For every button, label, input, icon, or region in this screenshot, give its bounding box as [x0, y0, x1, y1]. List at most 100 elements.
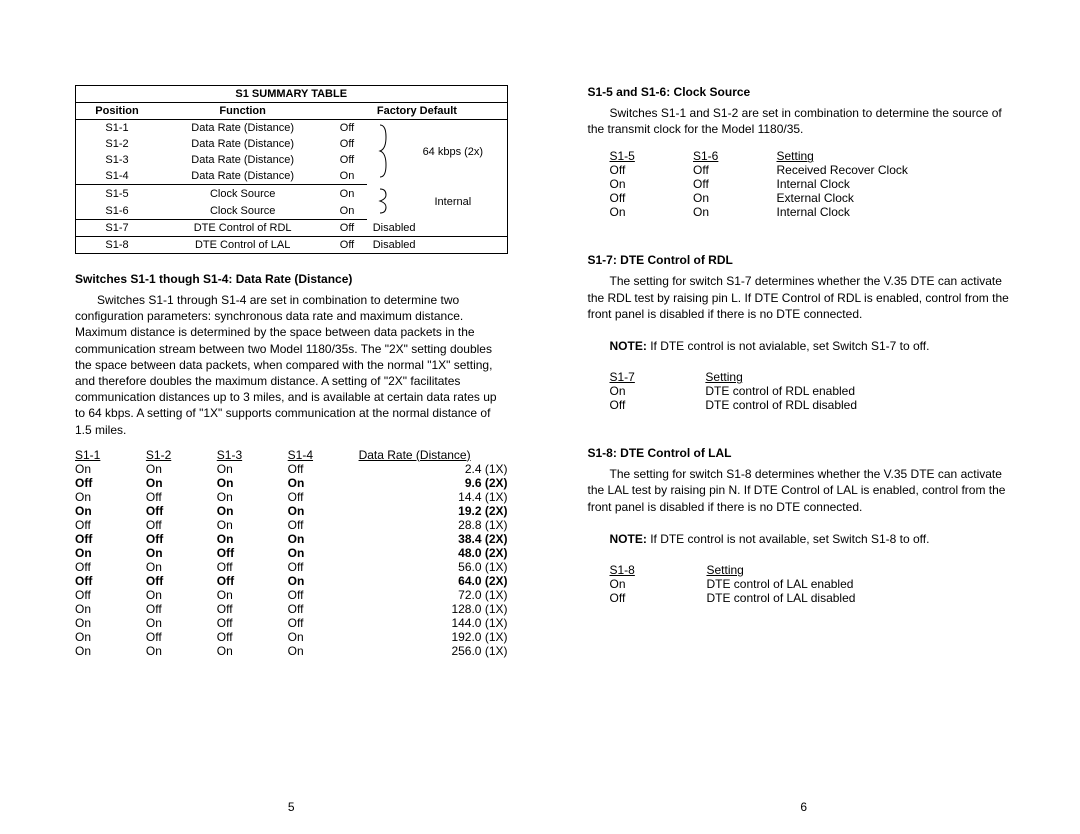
cell: Disabled	[367, 237, 507, 254]
table-row: OnOffOnOff14.4 (1X)	[75, 490, 508, 504]
hdr: S1-7	[610, 370, 706, 384]
cell: Disabled	[367, 220, 507, 237]
cell: Off	[217, 616, 288, 630]
table-row: OnOffOnOn19.2 (2X)	[75, 504, 508, 518]
cell: Off	[217, 560, 288, 574]
cell: Off	[288, 588, 359, 602]
hdr: Setting	[777, 149, 1021, 163]
sec1-para: Switches S1-1 through S1-4 are set in co…	[75, 292, 508, 438]
cell: Received Recover Clock	[777, 163, 1021, 177]
page-number-right: 6	[588, 770, 1021, 814]
cell: On	[217, 518, 288, 532]
cell: Clock Source	[158, 202, 327, 220]
cell: On	[146, 462, 217, 476]
cell: Off	[288, 616, 359, 630]
cell: DTE Control of RDL	[158, 220, 327, 237]
cell: On	[146, 616, 217, 630]
page-number-left: 5	[75, 770, 508, 814]
cell: Off	[146, 602, 217, 616]
cell: On	[288, 476, 359, 490]
table-row: OffOffOffOn64.0 (2X)	[75, 574, 508, 588]
table-row: OnOnOffOff144.0 (1X)	[75, 616, 508, 630]
cell: Off	[75, 518, 146, 532]
bracket-icon	[367, 185, 399, 220]
bracket-label: Internal	[399, 185, 507, 220]
cell: On	[693, 191, 777, 205]
cell: DTE control of LAL disabled	[706, 591, 1020, 605]
cell: On	[75, 546, 146, 560]
cell: 38.4 (2X)	[359, 532, 508, 546]
cell: On	[217, 476, 288, 490]
right-column: S1-5 and S1-6: Clock Source Switches S1-…	[548, 85, 1021, 814]
clock-table: S1-5 S1-6 Setting OffOffReceived Recover…	[610, 149, 1021, 219]
cell: Off	[146, 574, 217, 588]
rdl-note: NOTE: If DTE control is not avialable, s…	[610, 338, 1021, 354]
cell: DTE control of LAL enabled	[706, 577, 1020, 591]
lal-table: S1-8 Setting OnDTE control of LAL enable…	[610, 563, 1021, 605]
table-row: OffOnExternal Clock	[610, 191, 1021, 205]
cell: On	[217, 644, 288, 658]
cell: Off	[146, 504, 217, 518]
cell: S1-4	[76, 168, 158, 185]
cell: On	[217, 532, 288, 546]
hdr-function: Function	[158, 103, 327, 120]
cell: 56.0 (1X)	[359, 560, 508, 574]
cell: Off	[217, 630, 288, 644]
cell: On	[146, 560, 217, 574]
cell: Off	[75, 560, 146, 574]
table-row: OnOffOffOn192.0 (1X)	[75, 630, 508, 644]
sec1-heading: Switches S1-1 though S1-4: Data Rate (Di…	[75, 272, 508, 286]
cell: On	[288, 532, 359, 546]
table-row: OffOnOffOff56.0 (1X)	[75, 560, 508, 574]
cell: On	[288, 644, 359, 658]
cell: Off	[217, 574, 288, 588]
cell: Off	[610, 191, 694, 205]
cell: On	[610, 577, 707, 591]
table-row: OffDTE control of RDL disabled	[610, 398, 1021, 412]
cell: S1-6	[76, 202, 158, 220]
hdr: S1-1	[75, 448, 146, 462]
cell: Off	[327, 136, 366, 152]
cell: S1-2	[76, 136, 158, 152]
rdl-para: The setting for switch S1-7 determines w…	[588, 273, 1021, 322]
summary-table: S1 SUMMARY TABLE Position Function Facto…	[75, 85, 508, 254]
lal-note: NOTE: If DTE control is not available, s…	[610, 531, 1021, 547]
cell: 48.0 (2X)	[359, 546, 508, 560]
cell: Off	[610, 398, 706, 412]
cell: S1-7	[76, 220, 158, 237]
hdr: S1-3	[217, 448, 288, 462]
cell: Off	[693, 163, 777, 177]
table-row: OnOnOffOn48.0 (2X)	[75, 546, 508, 560]
cell: S1-3	[76, 152, 158, 168]
table-row: OnDTE control of LAL enabled	[610, 577, 1021, 591]
cell: Off	[75, 476, 146, 490]
cell: On	[146, 546, 217, 560]
cell: Internal Clock	[777, 177, 1021, 191]
cell: Off	[288, 462, 359, 476]
hdr: S1-5	[610, 149, 694, 163]
note-text: If DTE control is not available, set Swi…	[650, 532, 929, 546]
cell: On	[217, 490, 288, 504]
cell: S1-5	[76, 185, 158, 203]
cell: Off	[146, 532, 217, 546]
cell: Off	[288, 602, 359, 616]
table-row: OnOnInternal Clock	[610, 205, 1021, 219]
bracket-label: 64 kbps (2x)	[399, 120, 507, 185]
cell: Clock Source	[158, 185, 327, 203]
cell: Off	[288, 560, 359, 574]
hdr: S1-4	[288, 448, 359, 462]
hdr: S1-8	[610, 563, 707, 577]
cell: On	[610, 384, 706, 398]
rdl-table: S1-7 Setting OnDTE control of RDL enable…	[610, 370, 1021, 412]
cell: Off	[217, 546, 288, 560]
cell: On	[610, 205, 694, 219]
cell: 14.4 (1X)	[359, 490, 508, 504]
note-text: If DTE control is not avialable, set Swi…	[650, 339, 929, 353]
table-row: OffOffReceived Recover Clock	[610, 163, 1021, 177]
cell: Data Rate (Distance)	[158, 152, 327, 168]
cell: Off	[327, 120, 366, 137]
cell: On	[288, 630, 359, 644]
data-rate-table: S1-1 S1-2 S1-3 S1-4 Data Rate (Distance)…	[75, 448, 508, 658]
hdr: Setting	[706, 563, 1020, 577]
cell: On	[217, 588, 288, 602]
